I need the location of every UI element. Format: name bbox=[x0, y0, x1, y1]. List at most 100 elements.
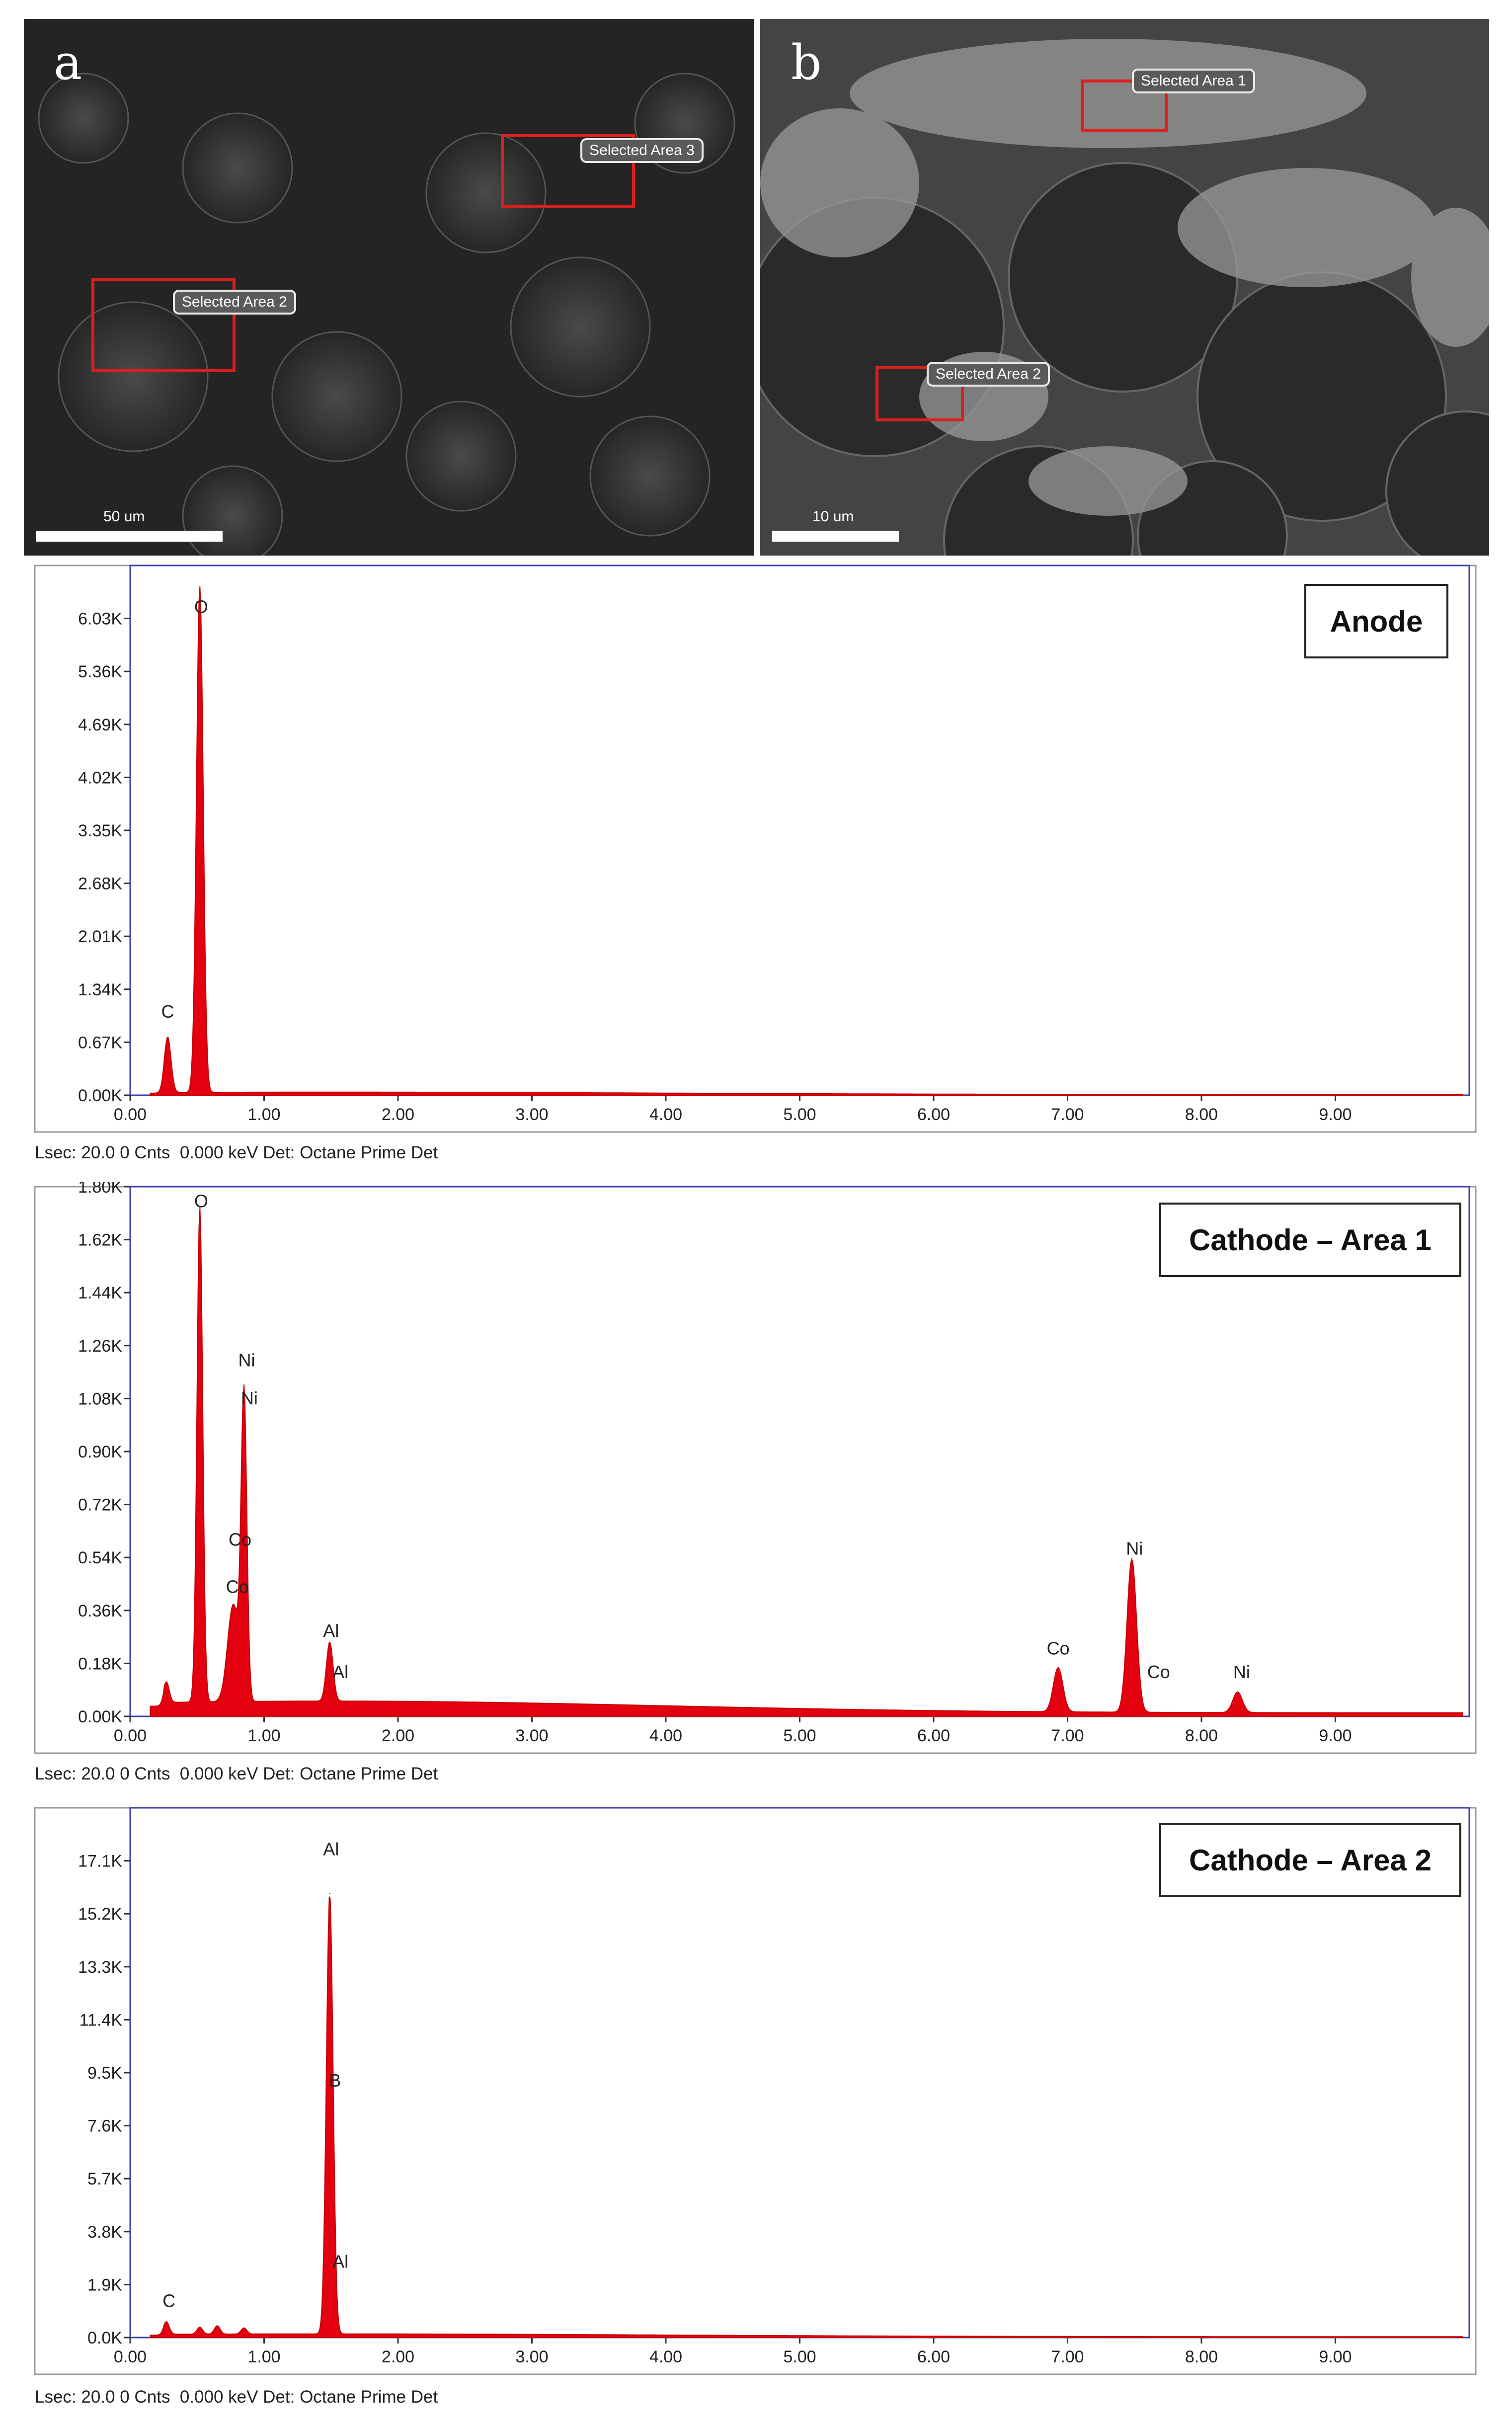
y-tick-label: 1.9K bbox=[87, 2275, 122, 2294]
spectrum-footer-cathode-area-2: Lsec: 20.0 0 Cnts 0.000 keV Det: Octane … bbox=[35, 2387, 438, 2407]
selected-area-2b-label: Selected Area 2 bbox=[927, 362, 1050, 387]
x-tick-label: 8.00 bbox=[1185, 2347, 1218, 2366]
selected-area-2b-box bbox=[875, 366, 964, 421]
peak-label: Ni bbox=[241, 1388, 258, 1408]
x-tick-label: 6.00 bbox=[917, 1105, 950, 1124]
x-tick-label: 6.00 bbox=[917, 1726, 950, 1745]
sem-image-a: a Selected Area 3 Selected Area 2 50 um bbox=[24, 19, 754, 556]
peak-point bbox=[1131, 1558, 1132, 1560]
peak-label: O bbox=[194, 596, 208, 617]
y-tick-label: 1.34K bbox=[78, 980, 122, 999]
spectrum-footer-anode: Lsec: 20.0 0 Cnts 0.000 keV Det: Octane … bbox=[35, 1143, 438, 1162]
y-tick-label: 1.26K bbox=[78, 1337, 122, 1356]
sample-label-cathode-area-1: Cathode – Area 1 bbox=[1159, 1203, 1461, 1277]
y-tick-label: 1.44K bbox=[78, 1284, 122, 1302]
x-tick-label: 0.00 bbox=[114, 1105, 147, 1124]
peak-label: Co bbox=[229, 1530, 251, 1550]
y-tick-label: 1.62K bbox=[78, 1231, 122, 1250]
eds-spectrum-cathode-area-1: 0.00K 0.18K 0.36K 0.54K 0.72K 0.90K 1.08K 1.26K… bbox=[0, 1182, 1512, 1803]
spectrum-svg-cathode-area-2: 0.0K 1.9K 3.8K 5.7K 7.6K 9.5K 11.4K 13.3K 15.2K 1… bbox=[34, 1807, 1477, 2375]
peak-label: Co bbox=[1147, 1662, 1170, 1682]
peak-label: Al bbox=[332, 2252, 348, 2272]
y-tick-label: 0.0K bbox=[87, 2329, 122, 2347]
peak-label: Ni bbox=[238, 1350, 255, 1370]
sample-label-cathode-area-2: Cathode – Area 2 bbox=[1159, 1823, 1461, 1897]
x-tick-label: 4.00 bbox=[649, 2347, 682, 2366]
y-tick-label: 7.6K bbox=[87, 2117, 122, 2136]
x-tick-label: 1.00 bbox=[247, 2347, 280, 2366]
x-tick-label: 4.00 bbox=[649, 1726, 682, 1745]
y-tick-label: 0.90K bbox=[78, 1443, 122, 1461]
y-tick-label: 4.02K bbox=[78, 768, 122, 787]
sample-label-anode: Anode bbox=[1304, 584, 1448, 658]
spectrum-series bbox=[150, 586, 1463, 1096]
x-tick-label: 3.00 bbox=[515, 2347, 548, 2366]
y-tick-label: 4.69K bbox=[78, 716, 122, 734]
y-tick-label: 0.67K bbox=[78, 1033, 122, 1052]
x-tick-label: 0.00 bbox=[114, 2347, 147, 2366]
y-tick-label: 3.8K bbox=[87, 2223, 122, 2242]
peak-point bbox=[1237, 1691, 1238, 1693]
y-tick-label: 6.03K bbox=[78, 610, 122, 629]
peak-point bbox=[199, 585, 201, 587]
x-tick-label: 9.00 bbox=[1319, 2347, 1352, 2366]
eds-spectrum-anode: 0.00K 0.67K 1.34K 2.01K 2.68K 3.35K 4.02K 4.69K… bbox=[0, 561, 1512, 1182]
spectrum-svg-anode: 0.00K 0.67K 1.34K 2.01K 2.68K 3.35K 4.02K 4.69K… bbox=[34, 565, 1477, 1133]
eds-spectrum-cathode-area-2: 0.0K 1.9K 3.8K 5.7K 7.6K 9.5K 11.4K 13.3K 15.2K 1… bbox=[0, 1803, 1512, 2426]
peak-point bbox=[243, 2327, 245, 2329]
peak-label: Ni bbox=[1233, 1662, 1250, 1682]
y-tick-label: 2.01K bbox=[78, 927, 122, 946]
peak-label: O bbox=[194, 1191, 208, 1211]
spectrum-series bbox=[150, 1208, 1463, 1717]
selected-area-1-label: Selected Area 1 bbox=[1132, 69, 1255, 93]
y-tick-label: 17.1K bbox=[78, 1852, 122, 1871]
spectrum-outer-frame bbox=[34, 1186, 1477, 1754]
peak-point bbox=[329, 1641, 330, 1643]
x-tick-label: 5.00 bbox=[783, 2347, 816, 2366]
peak-point bbox=[329, 1893, 330, 1894]
x-tick-label: 9.00 bbox=[1319, 1105, 1352, 1124]
peak-label: Ni bbox=[1126, 1538, 1143, 1558]
y-tick-label: 0.00K bbox=[78, 1086, 122, 1105]
panel-letter-a: a bbox=[54, 35, 82, 90]
peak-label: B bbox=[329, 2070, 341, 2091]
y-tick-label: 3.35K bbox=[78, 821, 122, 840]
spectrum-series bbox=[150, 1896, 1463, 2338]
peak-label: Co bbox=[1047, 1638, 1070, 1659]
peak-label: C bbox=[162, 2290, 175, 2311]
x-tick-label: 7.00 bbox=[1051, 1726, 1084, 1745]
x-tick-label: 3.00 bbox=[515, 1105, 548, 1124]
y-tick-label: 13.3K bbox=[78, 1958, 122, 1977]
x-tick-label: 2.00 bbox=[382, 2347, 414, 2366]
peak-label: Co bbox=[226, 1576, 249, 1597]
spectrum-outer-frame bbox=[34, 565, 1477, 1133]
selected-area-3-label: Selected Area 3 bbox=[580, 138, 704, 163]
x-tick-label: 7.00 bbox=[1051, 1105, 1084, 1124]
x-tick-label: 5.00 bbox=[783, 1726, 816, 1745]
y-tick-label: 5.7K bbox=[87, 2170, 122, 2188]
y-tick-label: 0.72K bbox=[78, 1496, 122, 1515]
selected-area-2-box bbox=[91, 278, 236, 372]
x-tick-label: 9.00 bbox=[1319, 1726, 1352, 1745]
sem-image-b: b Selected Area 1 Selected Area 2 10 um bbox=[760, 19, 1489, 556]
selected-area-1-box bbox=[1081, 80, 1168, 132]
x-tick-label: 4.00 bbox=[649, 1105, 682, 1124]
peak-label: Al bbox=[323, 1620, 339, 1641]
x-tick-label: 2.00 bbox=[382, 1726, 414, 1745]
y-tick-label: 15.2K bbox=[78, 1905, 122, 1924]
peak-label: Al bbox=[323, 1839, 339, 1859]
spectrum-svg-cathode-area-1: 0.00K 0.18K 0.36K 0.54K 0.72K 0.90K 1.08K 1.26K… bbox=[34, 1182, 1477, 1754]
spectrum-footer-cathode-area-1: Lsec: 20.0 0 Cnts 0.000 keV Det: Octane … bbox=[35, 1764, 438, 1783]
selected-area-3-box bbox=[501, 134, 635, 208]
y-tick-label: 5.36K bbox=[78, 662, 122, 681]
selected-area-2-label: Selected Area 2 bbox=[173, 290, 296, 315]
x-tick-label: 3.00 bbox=[515, 1726, 548, 1745]
y-tick-label: 1.08K bbox=[78, 1389, 122, 1408]
scale-label-b: 10 um bbox=[812, 508, 854, 525]
peak-point bbox=[233, 1604, 234, 1605]
x-tick-label: 1.00 bbox=[247, 1726, 280, 1745]
x-tick-label: 5.00 bbox=[783, 1105, 816, 1124]
y-tick-label: 9.5K bbox=[87, 2064, 122, 2083]
y-tick-label: 0.54K bbox=[78, 1548, 122, 1567]
y-tick-label: 0.18K bbox=[78, 1654, 122, 1673]
